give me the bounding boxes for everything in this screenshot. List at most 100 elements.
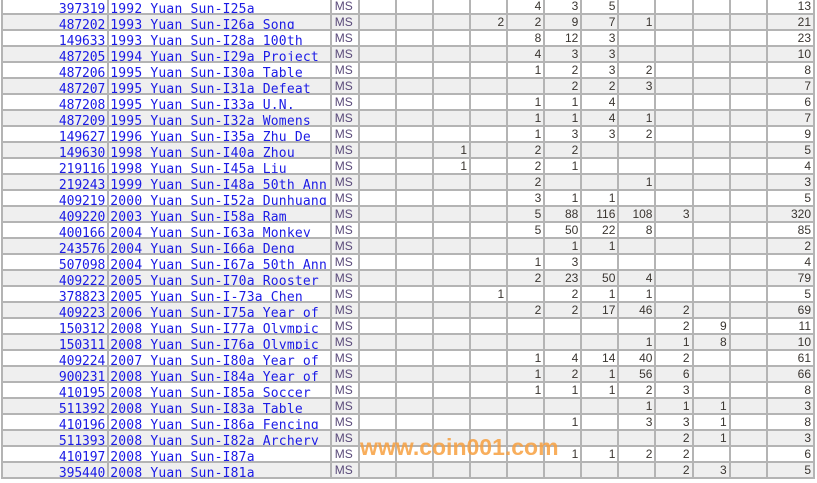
coin-name-text[interactable]: 1993 Yuan Sun-I28a 100th: [110, 34, 303, 46]
coin-id-link[interactable]: 409223: [0, 301, 110, 319]
coin-name-text[interactable]: 2008 Yuan Sun-I86a Fencing: [110, 418, 319, 430]
coin-id-text[interactable]: 395440: [58, 466, 106, 478]
coin-id-text[interactable]: 243576: [58, 242, 106, 254]
coin-id-link[interactable]: 410196: [0, 413, 110, 431]
coin-name-text[interactable]: 2006 Yuan Sun-I75a Year of: [110, 306, 319, 318]
coin-id-link[interactable]: 487208: [0, 93, 110, 111]
coin-id-link[interactable]: 487207: [0, 77, 110, 95]
coin-name-link[interactable]: 2008 Yuan Sun-I76a Olympic: [107, 333, 332, 351]
coin-name-link[interactable]: 1995 Yuan Sun-I30a Table: [107, 61, 332, 79]
coin-id-link[interactable]: 410195: [0, 381, 110, 399]
coin-id-link[interactable]: 400166: [0, 221, 110, 239]
coin-name-text[interactable]: 2008 Yuan Sun-I83a Table: [110, 402, 303, 414]
coin-id-text[interactable]: 511392: [58, 402, 106, 414]
coin-name-text[interactable]: 1998 Yuan Sun-I45a Liu: [110, 162, 287, 174]
coin-name-link[interactable]: 2003 Yuan Sun-I58a Ram: [107, 205, 332, 223]
coin-name-link[interactable]: 2008 Yuan Sun-I85a Soccer: [107, 381, 332, 399]
coin-id-link[interactable]: 487206: [0, 61, 110, 79]
coin-name-link[interactable]: 2005 Yuan Sun-I70a Rooster: [107, 269, 332, 287]
coin-name-link[interactable]: 2004 Yuan Sun-I66a Deng: [107, 237, 332, 255]
coin-id-link[interactable]: 487205: [0, 45, 110, 63]
coin-name-link[interactable]: 2004 Yuan Sun-I67a 50th Ann: [107, 253, 332, 271]
coin-id-text[interactable]: 378823: [58, 290, 106, 302]
coin-id-link[interactable]: 900231: [0, 365, 110, 383]
coin-id-link[interactable]: 378823: [0, 285, 110, 303]
coin-name-text[interactable]: 2003 Yuan Sun-I58a Ram: [110, 210, 287, 222]
coin-id-text[interactable]: 900231: [58, 370, 106, 382]
coin-id-text[interactable]: 409224: [58, 354, 106, 366]
coin-name-link[interactable]: 1995 Yuan Sun-I31a Defeat: [107, 77, 332, 95]
coin-id-link[interactable]: 149633: [0, 29, 110, 47]
coin-name-text[interactable]: 2004 Yuan Sun-I67a 50th Ann: [110, 258, 327, 270]
coin-id-text[interactable]: 149627: [58, 130, 106, 142]
coin-name-text[interactable]: 1995 Yuan Sun-I32a Womens: [110, 114, 311, 126]
coin-name-text[interactable]: 1994 Yuan Sun-I29a Project: [110, 50, 319, 62]
coin-id-link[interactable]: 397319: [0, 0, 110, 15]
coin-name-text[interactable]: 2008 Yuan Sun-I87a: [110, 450, 255, 462]
coin-id-text[interactable]: 150311: [58, 338, 106, 350]
coin-name-link[interactable]: 2008 Yuan Sun-I77a Olympic: [107, 317, 332, 335]
coin-name-text[interactable]: 2005 Yuan Sun-I-73a Chen: [110, 290, 303, 302]
coin-name-link[interactable]: 1998 Yuan Sun-I45a Liu: [107, 157, 332, 175]
coin-name-link[interactable]: 1994 Yuan Sun-I29a Project: [107, 45, 332, 63]
coin-name-link[interactable]: 2006 Yuan Sun-I75a Year of: [107, 301, 332, 319]
coin-name-text[interactable]: 2008 Yuan Sun-I84a Year of: [110, 370, 319, 382]
coin-name-link[interactable]: 1995 Yuan Sun-I33a U.N.: [107, 93, 332, 111]
coin-name-link[interactable]: 2005 Yuan Sun-I-73a Chen: [107, 285, 332, 303]
coin-id-link[interactable]: 511393: [0, 429, 110, 447]
coin-name-text[interactable]: 1992 Yuan Sun-I25a: [110, 2, 255, 14]
coin-name-text[interactable]: 2000 Yuan Sun-I52a Dunhuang: [110, 194, 327, 206]
coin-name-text[interactable]: 1996 Yuan Sun-I35a Zhu De: [110, 130, 311, 142]
coin-name-link[interactable]: 1995 Yuan Sun-I32a Womens: [107, 109, 332, 127]
coin-name-link[interactable]: 1998 Yuan Sun-I40a Zhou: [107, 141, 332, 159]
coin-id-text[interactable]: 219243: [58, 178, 106, 190]
coin-id-link[interactable]: 409224: [0, 349, 110, 367]
coin-id-link[interactable]: 395440: [0, 461, 110, 479]
coin-id-link[interactable]: 409220: [0, 205, 110, 223]
coin-name-text[interactable]: 2004 Yuan Sun-I63a Monkey: [110, 226, 311, 238]
coin-name-link[interactable]: 2008 Yuan Sun-I84a Year of: [107, 365, 332, 383]
coin-name-link[interactable]: 2007 Yuan Sun-I80a Year of: [107, 349, 332, 367]
coin-name-link[interactable]: 2008 Yuan Sun-I81a: [107, 461, 332, 479]
coin-id-text[interactable]: 487209: [58, 114, 106, 126]
coin-id-text[interactable]: 487207: [58, 82, 106, 94]
coin-name-text[interactable]: 2008 Yuan Sun-I85a Soccer: [110, 386, 311, 398]
coin-id-text[interactable]: 150312: [58, 322, 106, 334]
coin-id-link[interactable]: 409222: [0, 269, 110, 287]
coin-name-text[interactable]: 2008 Yuan Sun-I77a Olympic: [110, 322, 319, 334]
coin-name-link[interactable]: 1993 Yuan Sun-I28a 100th: [107, 29, 332, 47]
coin-id-text[interactable]: 397319: [58, 2, 106, 14]
coin-name-text[interactable]: 2008 Yuan Sun-I76a Olympic: [110, 338, 319, 350]
coin-name-link[interactable]: 2008 Yuan Sun-I82a Archery: [107, 429, 332, 447]
coin-name-text[interactable]: 2007 Yuan Sun-I80a Year of: [110, 354, 319, 366]
coin-name-link[interactable]: 1993 Yuan Sun-I26a Song: [107, 13, 332, 31]
coin-name-text[interactable]: 1995 Yuan Sun-I30a Table: [110, 66, 303, 78]
coin-name-text[interactable]: 1995 Yuan Sun-I31a Defeat: [110, 82, 311, 94]
coin-id-text[interactable]: 487202: [58, 18, 106, 30]
coin-id-text[interactable]: 410195: [58, 386, 106, 398]
coin-id-link[interactable]: 410197: [0, 445, 110, 463]
coin-id-text[interactable]: 511393: [58, 434, 106, 446]
coin-name-link[interactable]: 2004 Yuan Sun-I63a Monkey: [107, 221, 332, 239]
coin-id-text[interactable]: 219116: [58, 162, 106, 174]
coin-id-link[interactable]: 149630: [0, 141, 110, 159]
coin-name-text[interactable]: 1999 Yuan Sun-I48a 50th Ann: [110, 178, 327, 190]
coin-name-link[interactable]: 2008 Yuan Sun-I86a Fencing: [107, 413, 332, 431]
coin-name-link[interactable]: 2000 Yuan Sun-I52a Dunhuang: [107, 189, 332, 207]
coin-id-text[interactable]: 409222: [58, 274, 106, 286]
coin-id-link[interactable]: 150312: [0, 317, 110, 335]
coin-id-text[interactable]: 410197: [58, 450, 106, 462]
coin-id-link[interactable]: 511392: [0, 397, 110, 415]
coin-id-link[interactable]: 487209: [0, 109, 110, 127]
coin-name-text[interactable]: 1993 Yuan Sun-I26a Song: [110, 18, 295, 30]
coin-id-link[interactable]: 487202: [0, 13, 110, 31]
coin-id-text[interactable]: 487205: [58, 50, 106, 62]
coin-id-link[interactable]: 150311: [0, 333, 110, 351]
coin-name-text[interactable]: 2008 Yuan Sun-I82a Archery: [110, 434, 319, 446]
coin-name-link[interactable]: 1992 Yuan Sun-I25a: [107, 0, 332, 15]
coin-id-text[interactable]: 409219: [58, 194, 106, 206]
coin-name-text[interactable]: 1998 Yuan Sun-I40a Zhou: [110, 146, 295, 158]
coin-id-text[interactable]: 149630: [58, 146, 106, 158]
coin-id-text[interactable]: 487206: [58, 66, 106, 78]
coin-name-text[interactable]: 2008 Yuan Sun-I81a: [110, 466, 255, 478]
